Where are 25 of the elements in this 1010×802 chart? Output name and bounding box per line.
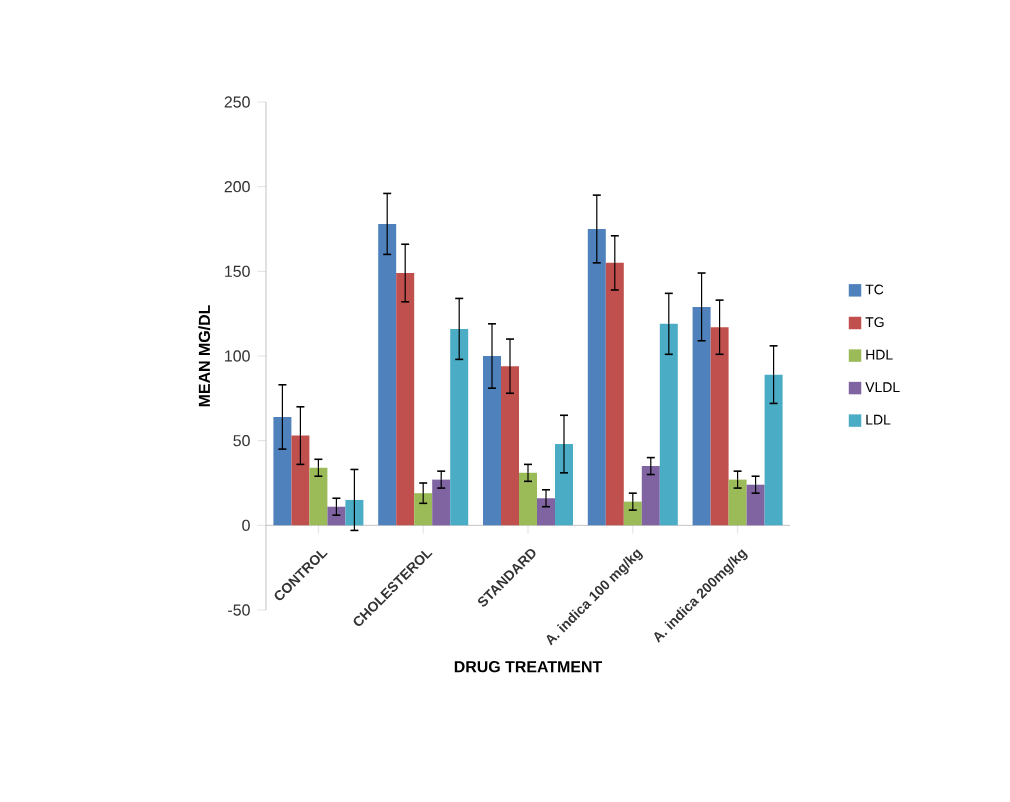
bar: [345, 499, 364, 526]
bar: [432, 479, 451, 526]
bar: [710, 327, 729, 526]
bar: [273, 416, 292, 526]
bar: [501, 366, 519, 526]
bar: [537, 498, 555, 526]
bar: [327, 506, 346, 526]
bar: [555, 444, 573, 526]
bar: [483, 356, 501, 526]
bar: [291, 435, 310, 526]
bar: [605, 262, 624, 526]
bar: [692, 306, 711, 526]
bar: [378, 223, 397, 526]
bar: [728, 479, 747, 526]
bar: [450, 328, 469, 526]
bar: [587, 229, 606, 526]
bar: [623, 501, 642, 526]
bar: [396, 273, 415, 526]
bar: [659, 323, 678, 526]
bar: [309, 467, 328, 526]
bar: [414, 493, 433, 526]
bar: [519, 472, 537, 526]
bar: [641, 466, 660, 526]
bar: [746, 484, 765, 526]
bar: [764, 374, 783, 526]
